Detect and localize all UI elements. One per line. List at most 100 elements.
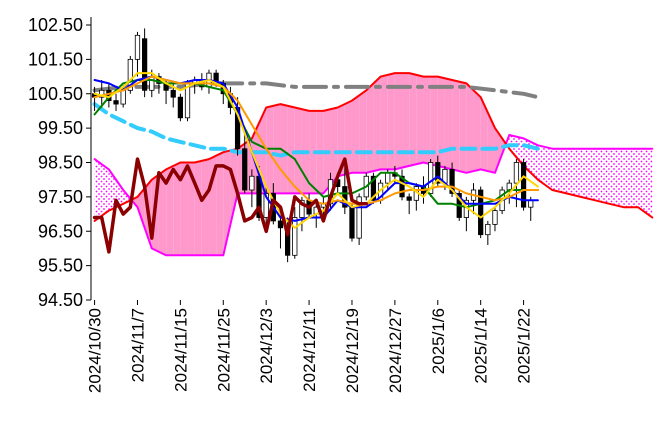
plot-area (91, 28, 654, 263)
cloud-bearish-area (337, 104, 345, 177)
cloud-bullish-area (637, 148, 646, 213)
candle-up (513, 162, 520, 184)
y-tick-label: 102.50 (28, 15, 83, 35)
cloud-bullish-area (530, 141, 538, 180)
cloud-bearish-area (194, 160, 202, 256)
cloud-bullish-area (587, 148, 596, 201)
cloud-bearish-area (487, 112, 495, 173)
cloud-bearish-area (309, 110, 317, 194)
cloud-bearish-area (473, 90, 481, 172)
candle-down (349, 206, 355, 239)
cloud-bearish-area (466, 83, 474, 173)
cloud-bullish-area (623, 148, 631, 208)
cloud-bearish-area (187, 162, 195, 256)
cloud-bullish-area (566, 148, 574, 196)
candle-down (142, 38, 148, 91)
cloud-bearish-area (166, 165, 174, 256)
candle-up (120, 89, 126, 105)
cloud-bearish-area (366, 83, 374, 173)
cloud-bearish-area (402, 73, 410, 168)
cloud-bearish-area (373, 76, 381, 172)
candle-down (406, 196, 412, 201)
x-tick-label: 2025/1/14 (472, 308, 491, 384)
candle-up (99, 89, 105, 98)
candle-down (435, 162, 441, 184)
cloud-bearish-area (158, 169, 167, 256)
candle-down (170, 89, 176, 98)
cloud-bearish-area (444, 78, 453, 170)
cloud-bearish-area (344, 100, 352, 175)
cloud-bullish-area (602, 148, 610, 204)
y-tick-label: 99.50 (38, 118, 83, 138)
chikou-line (92, 157, 369, 254)
cloud-bullish-area (645, 148, 653, 218)
span-b-line (93, 72, 654, 222)
cloud-bullish-area (537, 145, 546, 185)
cloud-bullish-area (552, 148, 560, 192)
cloud-bullish-area (101, 164, 109, 216)
x-tick-label: 2024/11/15 (171, 308, 190, 392)
cloud-bearish-area (409, 73, 417, 166)
candle-up (134, 34, 141, 60)
x-tick-label: 2024/10/30 (86, 308, 105, 393)
candle-down (449, 168, 455, 194)
candle-down (399, 175, 405, 198)
cloud-bearish-area (201, 159, 209, 256)
y-tick-label: 101.50 (28, 49, 83, 69)
candle-up (428, 162, 434, 194)
cloud-bullish-area (559, 148, 567, 194)
y-tick-label: 97.50 (38, 187, 83, 207)
cloud-bearish-area (394, 73, 403, 170)
candle-up (528, 199, 534, 208)
candle-down (478, 189, 484, 236)
x-tick-label: 2025/1/22 (515, 308, 534, 384)
cloud-bullish-area (573, 148, 581, 197)
x-tick-label: 2024/11/25 (214, 308, 233, 392)
ma-long-line (92, 102, 540, 158)
candle-down (242, 148, 248, 191)
candle-down (113, 100, 119, 105)
cloud-bearish-area (173, 162, 181, 256)
candle-up (506, 182, 512, 191)
candle-up (149, 76, 155, 91)
candle-down (177, 96, 183, 119)
cloud-bullish-area (580, 148, 588, 199)
candle-up (263, 193, 269, 218)
cloud-bearish-area (480, 97, 488, 172)
cloud-bearish-area (351, 95, 360, 173)
candle-up (492, 210, 498, 225)
cloud-bearish-area (459, 81, 467, 173)
x-tick-label: 2024/12/11 (300, 308, 319, 392)
x-tick-label: 2025/1/6 (429, 308, 448, 374)
cloud-bullish-area (94, 159, 102, 221)
candle-up (127, 58, 133, 91)
cloud-bullish-area (616, 148, 624, 208)
x-tick-label: 2024/12/19 (343, 308, 362, 393)
cloud-bearish-area (380, 74, 388, 170)
candle-up (356, 196, 362, 239)
ma-longest-line (92, 81, 540, 100)
candle-up (249, 175, 255, 191)
x-tick-label: 2024/11/7 (128, 308, 147, 382)
cloud-bearish-area (437, 76, 445, 168)
x-tick-label: 2024/12/27 (386, 308, 405, 393)
cloud-bearish-area (494, 128, 503, 173)
y-tick-label: 95.50 (38, 256, 83, 276)
candle-up (299, 199, 305, 218)
cloud-bearish-area (430, 76, 438, 166)
ma-short-line (93, 72, 539, 229)
y-tick-label: 98.50 (38, 153, 83, 173)
cloud-bullish-area (630, 148, 638, 208)
cloud-bullish-area (609, 148, 617, 206)
cloud-bearish-area (452, 80, 460, 172)
candle-up (385, 172, 391, 184)
candle-down (520, 162, 527, 208)
cloud-bullish-area (545, 147, 553, 190)
candle-up (292, 217, 298, 256)
candle-up (485, 223, 491, 236)
span-a-line (93, 134, 654, 257)
cloud-bearish-area (287, 105, 295, 194)
cloud-bearish-area (216, 152, 224, 256)
